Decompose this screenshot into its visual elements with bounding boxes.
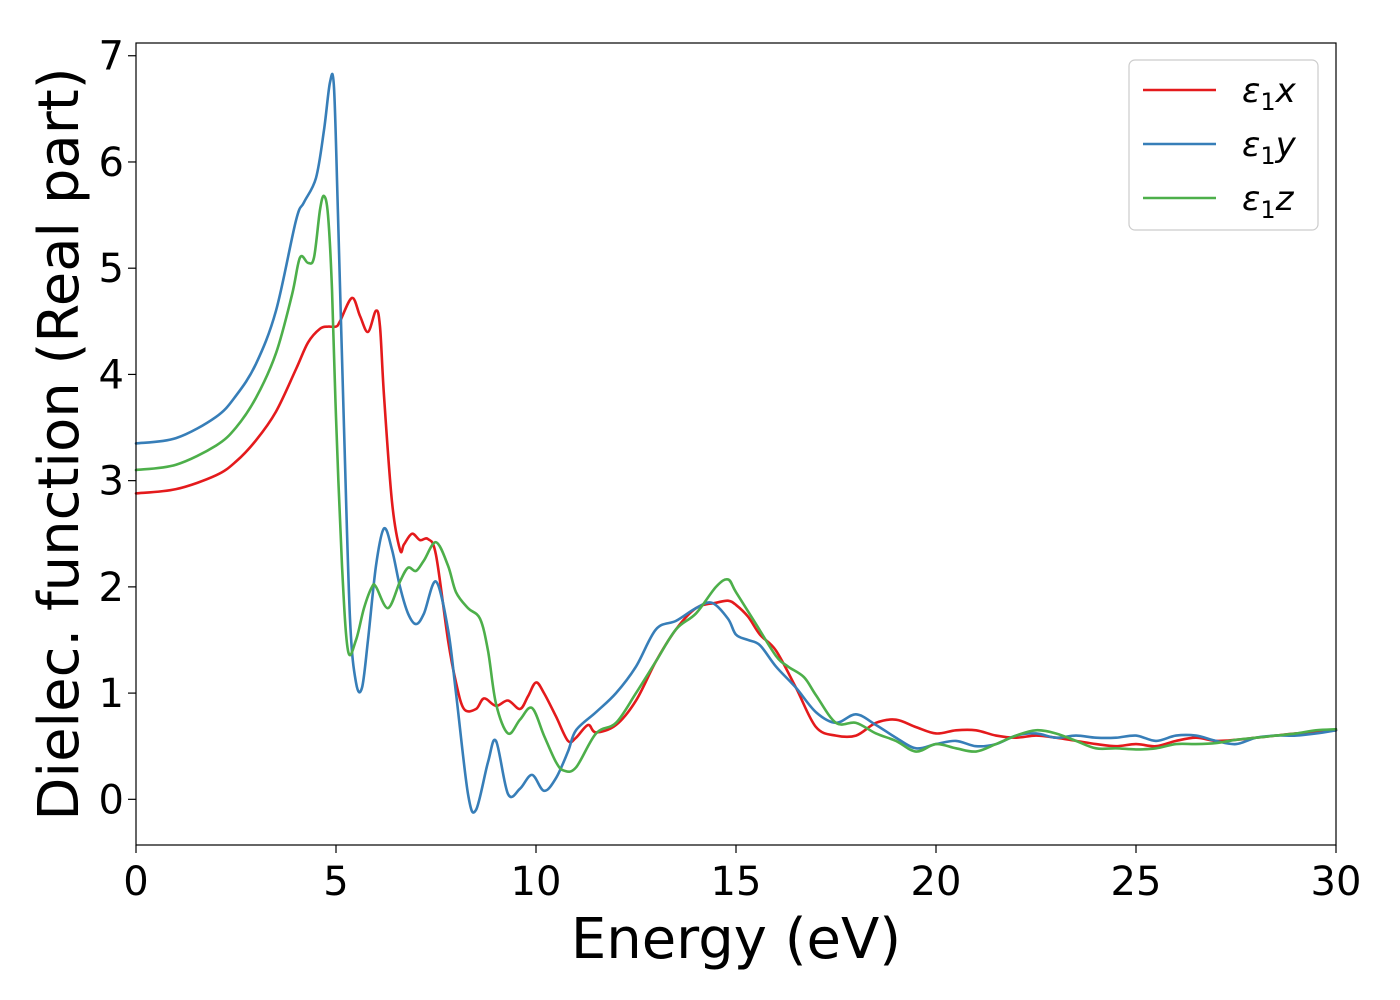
legend-label-x: ε1x — [1242, 71, 1297, 116]
x-axis: 0 5 10 15 20 25 30 — [123, 845, 1361, 905]
x-tick-label: 15 — [711, 859, 762, 905]
legend-box — [1128, 59, 1319, 231]
x-tick-label: 5 — [323, 859, 348, 905]
y-tick-label: 7 — [99, 34, 124, 80]
series-line-z — [134, 194, 1338, 774]
y-axis-title: Dielec. function (Real part) — [27, 67, 92, 820]
y-tick-label: 5 — [99, 246, 124, 292]
x-axis-title: Energy (eV) — [571, 907, 901, 972]
x-tick-label: 0 — [123, 859, 148, 905]
y-tick-label: 4 — [99, 352, 124, 398]
x-tick-label: 20 — [911, 859, 962, 905]
x-tick-label: 30 — [1311, 859, 1362, 905]
y-axis: 0 1 2 3 4 5 6 7 — [99, 34, 136, 823]
series-layer — [134, 72, 1338, 814]
legend-label-y: ε1y — [1242, 125, 1297, 170]
x-tick-label: 25 — [1111, 859, 1162, 905]
y-tick-label: 6 — [99, 140, 124, 186]
y-tick-label: 2 — [99, 565, 124, 611]
x-tick-label: 10 — [511, 859, 562, 905]
legend-label-z: ε1z — [1242, 179, 1295, 224]
y-tick-label: 3 — [99, 459, 124, 505]
y-tick-label: 1 — [99, 671, 124, 717]
y-tick-label: 0 — [99, 777, 124, 823]
legend: ε1x ε1y ε1z — [1128, 59, 1319, 231]
